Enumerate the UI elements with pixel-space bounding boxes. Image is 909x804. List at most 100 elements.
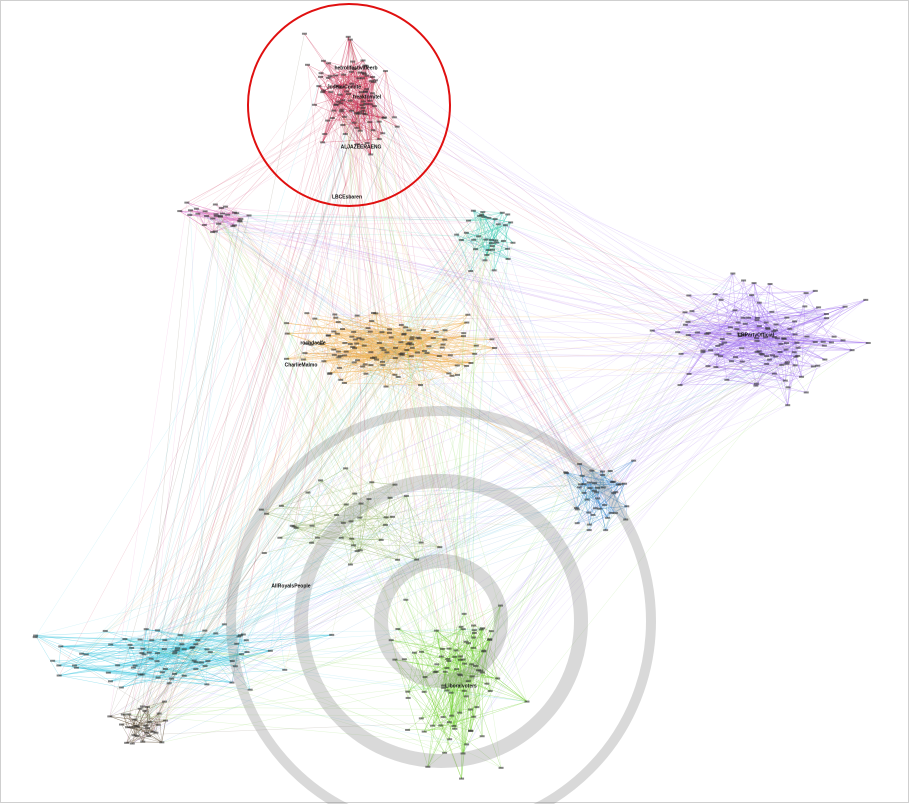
node <box>443 671 448 673</box>
node <box>159 741 164 743</box>
edge <box>213 218 357 315</box>
node <box>449 715 454 717</box>
node <box>330 117 335 119</box>
node <box>465 314 470 316</box>
edge <box>111 509 600 645</box>
node <box>804 391 809 393</box>
node <box>329 634 334 636</box>
node <box>389 336 394 338</box>
node <box>415 337 420 339</box>
node <box>650 330 655 332</box>
node <box>784 342 789 344</box>
watermark <box>231 411 651 804</box>
node <box>384 516 389 518</box>
edge <box>165 669 444 753</box>
node <box>505 213 510 215</box>
node <box>493 239 498 241</box>
node <box>740 361 745 363</box>
node <box>366 498 371 500</box>
node <box>683 324 688 326</box>
node <box>202 224 207 226</box>
node <box>452 728 457 730</box>
node <box>351 544 356 546</box>
node <box>320 141 325 143</box>
node <box>822 345 827 347</box>
node <box>148 721 153 723</box>
node <box>409 338 414 340</box>
node-label: AllRoyalsPeople <box>271 583 310 589</box>
node <box>115 664 120 666</box>
node <box>466 680 471 682</box>
node <box>470 675 475 677</box>
node <box>367 121 372 123</box>
node <box>155 652 160 654</box>
node <box>336 351 341 353</box>
node <box>786 386 791 388</box>
node <box>754 340 759 342</box>
node <box>402 333 407 335</box>
node <box>589 470 594 472</box>
node <box>319 72 324 74</box>
node <box>444 667 449 669</box>
node <box>495 677 500 679</box>
node <box>318 479 323 481</box>
node <box>187 214 192 216</box>
node <box>746 317 751 319</box>
node <box>687 373 692 375</box>
node <box>462 613 467 615</box>
node <box>318 76 323 78</box>
node <box>804 336 809 338</box>
node <box>348 343 353 345</box>
node <box>380 347 385 349</box>
node <box>321 360 326 362</box>
node <box>437 546 442 548</box>
node <box>486 249 491 251</box>
node <box>395 126 400 128</box>
node <box>359 503 364 505</box>
node <box>162 701 167 703</box>
node <box>464 743 469 745</box>
node <box>587 481 592 483</box>
edge <box>397 127 502 213</box>
node <box>602 504 607 506</box>
node <box>410 336 415 338</box>
node <box>426 345 431 347</box>
node <box>454 234 459 236</box>
node <box>736 322 741 324</box>
node <box>422 691 427 693</box>
node <box>473 248 478 250</box>
node <box>368 364 373 366</box>
node <box>140 741 145 743</box>
node <box>373 79 378 81</box>
node <box>392 484 397 486</box>
node <box>195 213 200 215</box>
node <box>343 467 348 469</box>
node <box>713 293 718 295</box>
node <box>368 351 373 353</box>
edge <box>36 630 158 635</box>
node <box>863 299 868 301</box>
node <box>230 660 235 662</box>
node-label: LBCEsbaren <box>332 194 362 200</box>
node <box>380 364 385 366</box>
node <box>563 471 568 473</box>
node <box>458 674 463 676</box>
node <box>339 537 344 539</box>
node <box>494 242 499 244</box>
node <box>333 74 338 76</box>
node <box>392 374 397 376</box>
node <box>333 317 338 319</box>
node <box>336 356 341 358</box>
node <box>383 524 388 526</box>
node <box>244 639 249 641</box>
node <box>392 116 397 118</box>
node <box>777 351 782 353</box>
node <box>332 354 337 356</box>
node <box>144 732 149 734</box>
node <box>131 667 136 669</box>
node <box>575 508 580 510</box>
node <box>344 351 349 353</box>
node <box>395 628 400 630</box>
node <box>492 347 497 349</box>
node <box>471 716 476 718</box>
